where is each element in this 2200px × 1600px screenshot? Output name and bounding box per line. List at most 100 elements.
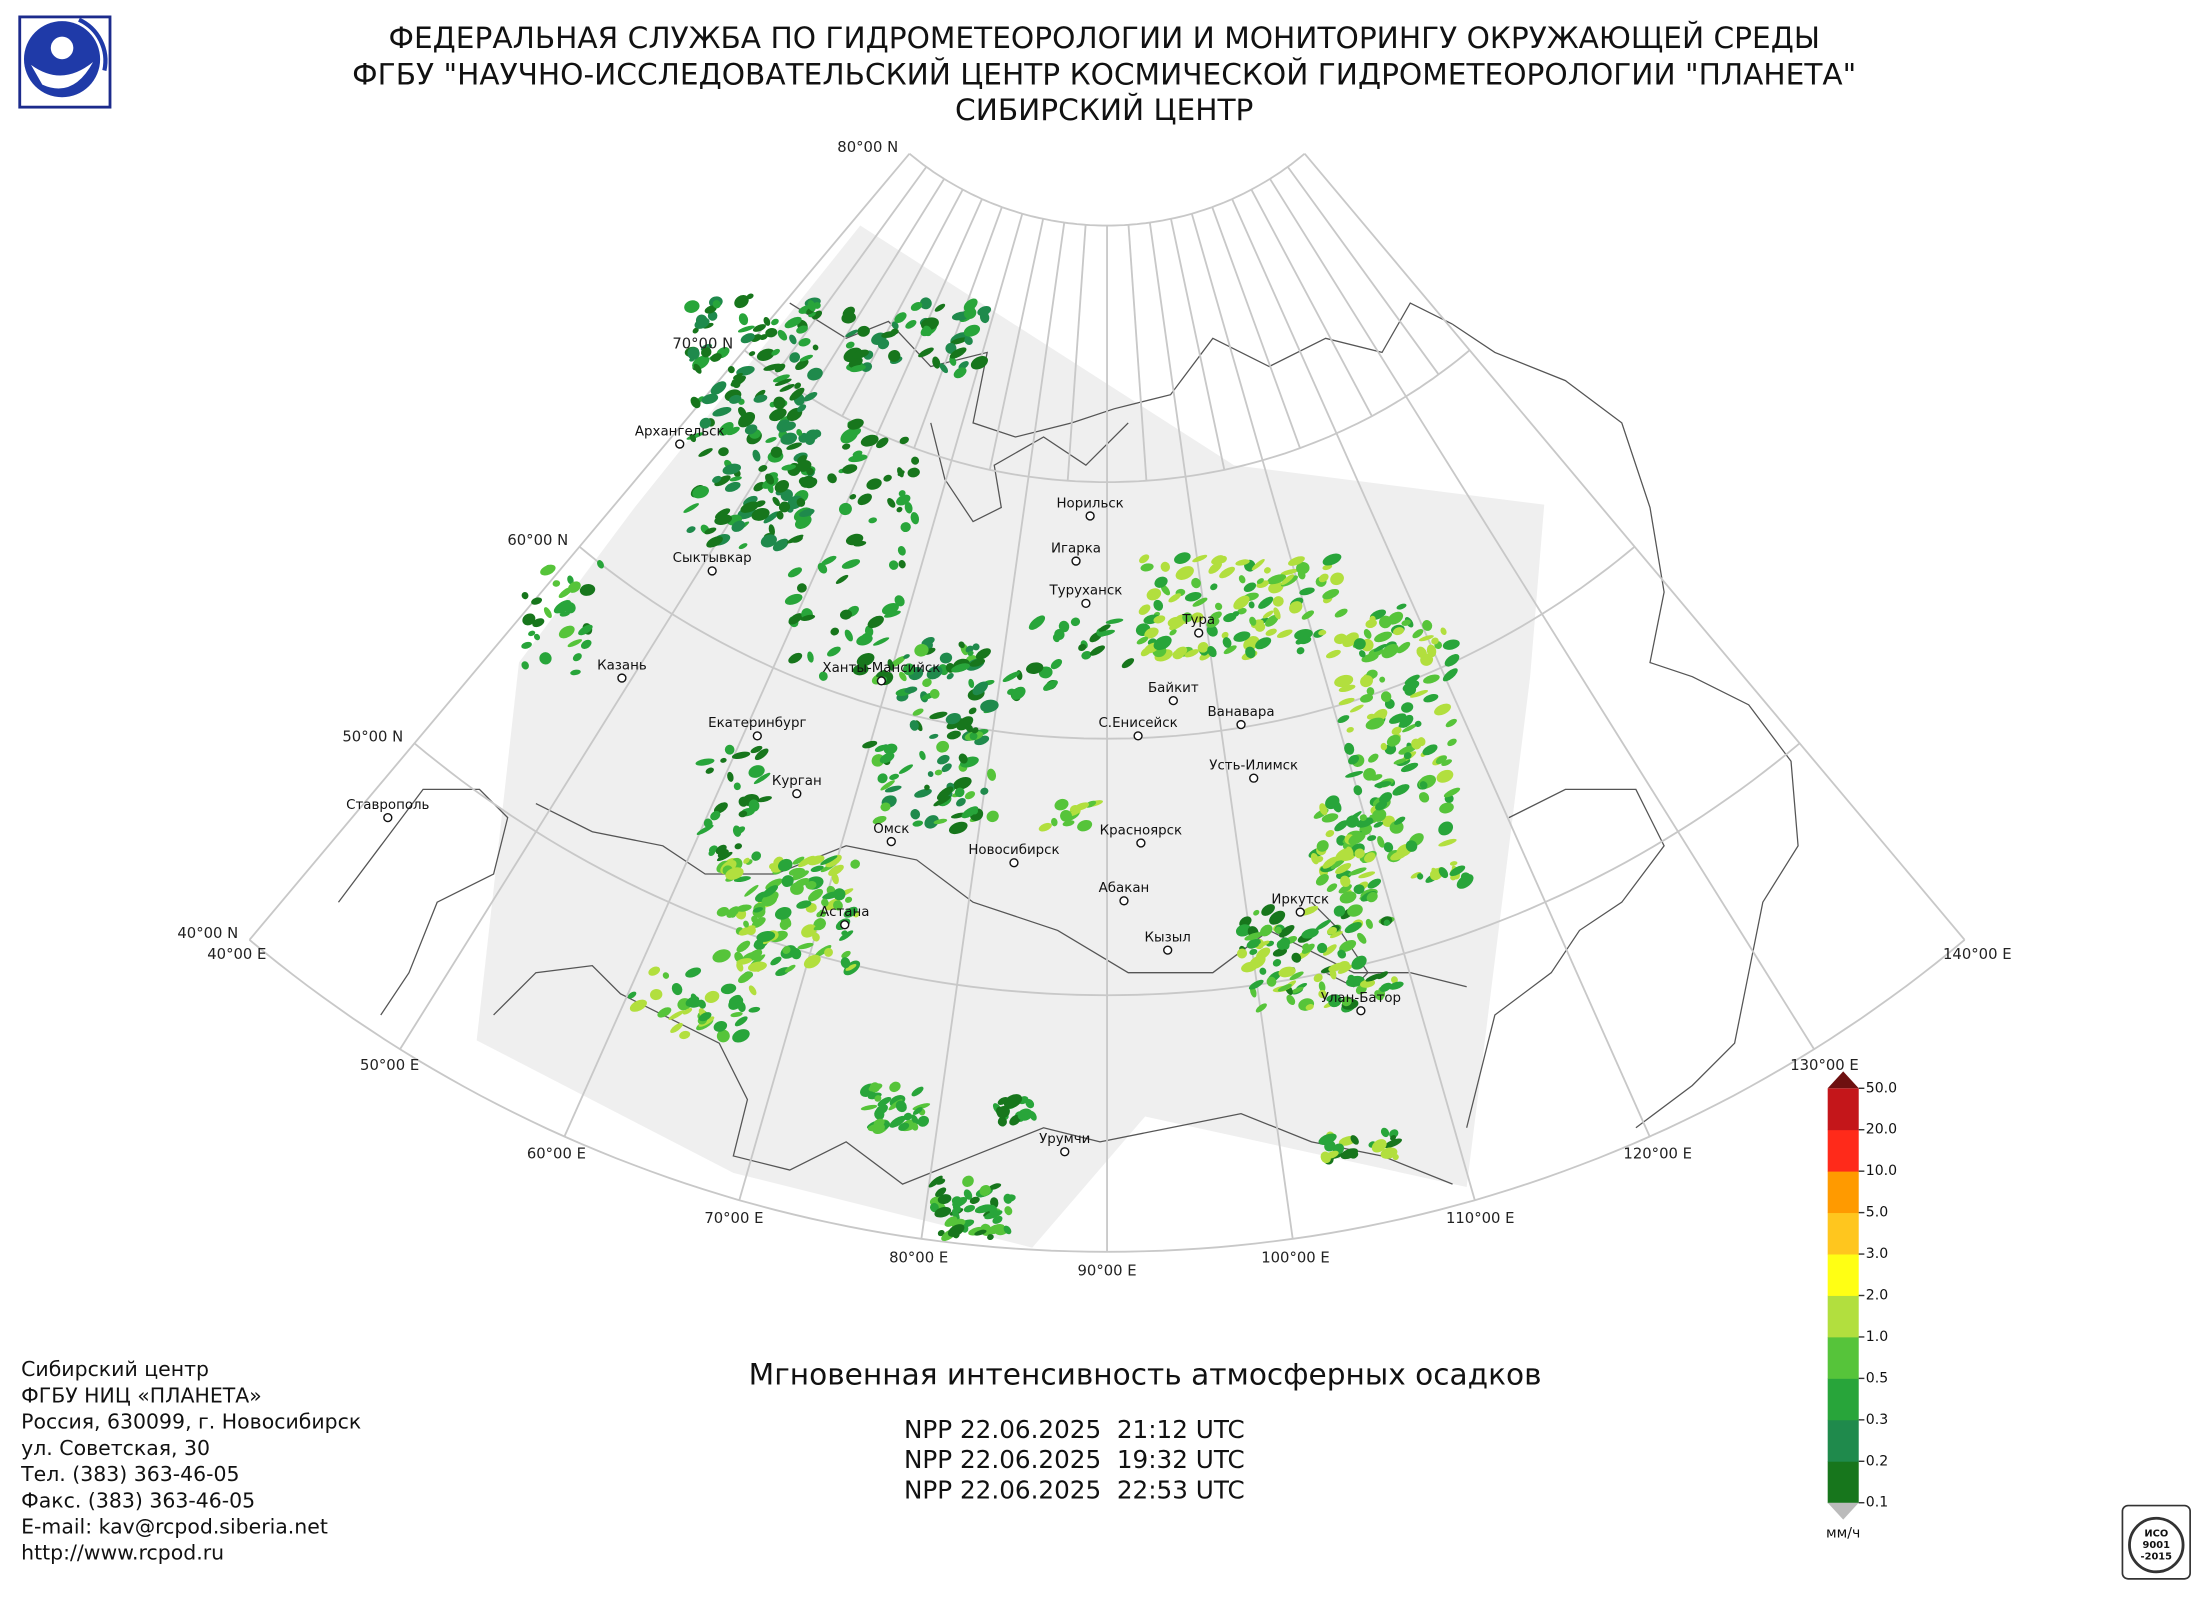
rain-cell — [788, 613, 803, 625]
rain-cell — [1365, 918, 1373, 929]
rain-cell — [763, 511, 779, 524]
rain-cell — [707, 311, 718, 321]
rain-cell — [1370, 774, 1383, 781]
rain-cell — [935, 1178, 946, 1185]
rain-cell — [751, 915, 759, 925]
rain-cell — [969, 1196, 980, 1204]
longitude-label: 140°00 E — [1943, 946, 2012, 963]
contact-line: E-mail: kav@rcpod.siberia.net — [21, 1515, 328, 1539]
rain-cell — [1440, 627, 1447, 636]
rain-cell — [627, 991, 637, 999]
rain-cell — [765, 327, 778, 338]
rain-cell — [1418, 792, 1430, 803]
rain-cell — [738, 810, 748, 818]
rain-cell — [1301, 943, 1315, 954]
rain-cell — [1184, 592, 1202, 602]
rain-cell — [531, 597, 543, 605]
rain-cell — [1456, 874, 1474, 889]
city-marker — [1081, 598, 1091, 609]
rain-cell — [1358, 650, 1366, 658]
rain-cell — [670, 1022, 683, 1033]
rain-cell — [889, 773, 900, 780]
rain-cell — [1241, 961, 1258, 973]
rain-cell — [731, 520, 745, 532]
rain-cell — [1438, 838, 1457, 847]
rain-cell — [950, 337, 968, 345]
rain-cell — [1322, 589, 1340, 600]
rain-cell — [1390, 1134, 1397, 1141]
rain-cell — [1389, 713, 1407, 724]
rain-cell — [1420, 653, 1434, 666]
rain-cell — [528, 630, 536, 637]
city-marker — [840, 920, 850, 930]
rain-cell — [979, 1184, 991, 1196]
rain-cell — [1319, 803, 1328, 816]
rain-cell — [874, 744, 888, 753]
rain-cell — [937, 1229, 945, 1237]
rain-cell — [668, 1010, 685, 1020]
rain-cell — [753, 394, 768, 403]
rain-cell — [1214, 602, 1223, 611]
rain-cell — [844, 629, 853, 642]
rain-cell — [907, 467, 920, 478]
rain-cell — [803, 954, 821, 969]
rain-cell — [567, 575, 574, 585]
city-label: Игарка — [1051, 541, 1101, 556]
legend-swatch — [1827, 1129, 1859, 1172]
rain-cell — [1326, 883, 1338, 893]
rain-cell — [794, 382, 801, 389]
rain-cell — [933, 796, 951, 807]
rain-cell — [1074, 802, 1090, 811]
rain-cell — [1289, 971, 1304, 981]
graticule-labels: 80°00 N 70°00 N 60°00 N 50°00 N 40°00 N 40°00… — [177, 139, 2011, 1280]
rain-cell — [698, 999, 706, 1009]
rain-cell — [713, 1020, 728, 1032]
rain-cell — [867, 1123, 884, 1132]
rain-cell — [1249, 616, 1257, 626]
rain-cell — [833, 900, 843, 911]
meridian — [913, 206, 1003, 449]
rain-cell — [889, 560, 899, 570]
rain-cell — [706, 536, 723, 548]
rain-cell — [797, 942, 814, 950]
meridian — [1211, 206, 1301, 449]
rain-cell — [1329, 967, 1337, 980]
city-marker — [1133, 731, 1143, 741]
rain-cell — [729, 994, 742, 1005]
rain-cell — [532, 618, 545, 628]
rain-cell — [821, 898, 829, 907]
rain-cell — [1418, 635, 1434, 642]
city-label: Астана — [820, 905, 869, 920]
rain-cell — [874, 1095, 882, 1102]
rain-cell — [1281, 574, 1295, 586]
rain-cell — [1318, 573, 1329, 583]
rain-cell — [1245, 646, 1256, 659]
rain-cell — [1402, 723, 1418, 733]
rain-cell — [748, 799, 760, 812]
rain-cell — [1301, 928, 1319, 939]
rain-cell — [751, 851, 762, 861]
rain-cell — [898, 490, 906, 497]
rain-cell — [1321, 813, 1339, 823]
rain-cell — [763, 363, 782, 371]
city-marker — [1085, 511, 1095, 521]
rain-cell — [746, 293, 754, 300]
legend-swatch — [1827, 1419, 1859, 1462]
rain-cell — [864, 625, 874, 637]
rain-cell — [738, 971, 753, 984]
caption: Мгновенная интенсивность атмосферных оса… — [749, 1357, 1542, 1391]
rain-cell — [936, 786, 954, 801]
rain-cell — [572, 653, 582, 662]
rain-cell — [567, 639, 583, 648]
city-label: Ханты-Мансийск — [822, 661, 940, 676]
rain-cell — [748, 765, 765, 778]
rain-cell — [705, 767, 714, 774]
rain-cell — [787, 567, 802, 578]
rain-cell — [1315, 873, 1329, 886]
rain-cell — [814, 945, 832, 957]
rain-cell — [1434, 703, 1451, 716]
rain-cell — [734, 843, 743, 850]
rain-cell — [522, 613, 536, 626]
rain-cell — [888, 349, 901, 362]
